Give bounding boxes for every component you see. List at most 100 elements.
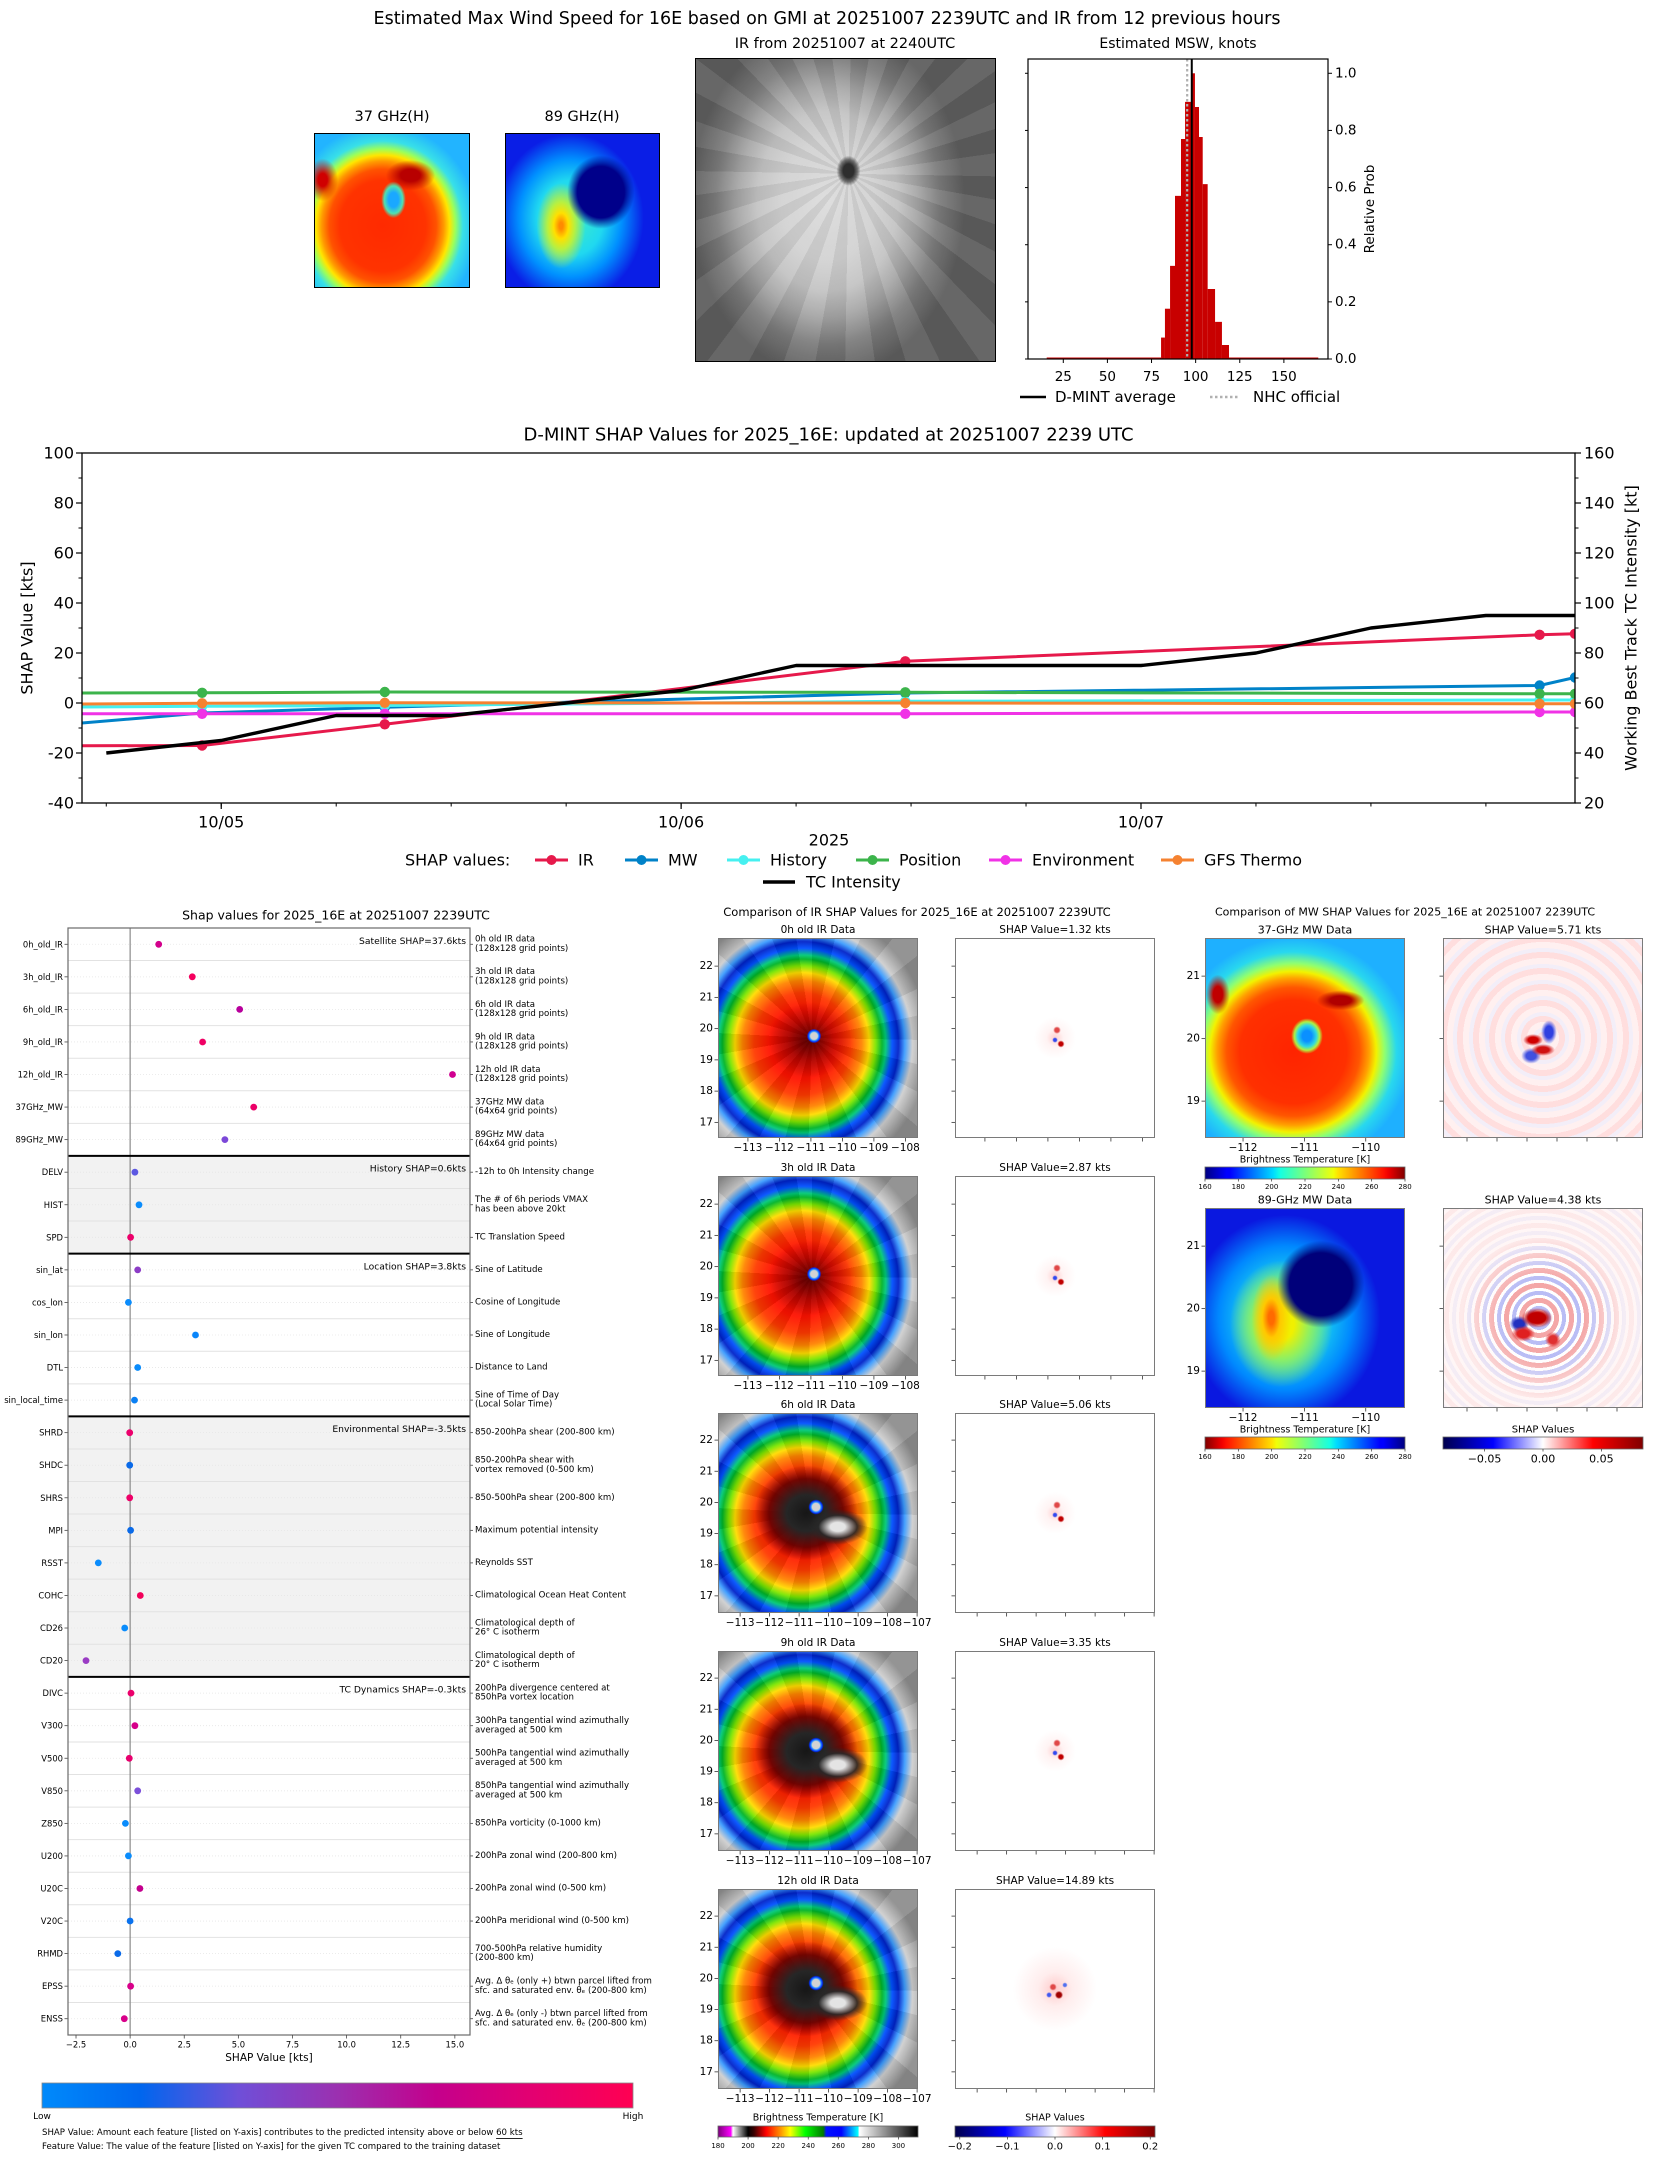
feature-description: (Local Solar Time)	[475, 1400, 552, 1410]
lat-tick-label: 21	[700, 1941, 713, 1953]
colorbar-tick-label: 180	[1232, 1453, 1245, 1461]
lon-tick-label: −113	[726, 2093, 755, 2105]
legend-marker-ir	[546, 855, 557, 865]
ir-shap-map-6h	[955, 1413, 1155, 1613]
mw-brightness-colorbar	[1204, 1436, 1406, 1450]
lat-tick-label: 20	[1187, 1033, 1200, 1045]
ir-panel-title: 9h old IR Data	[781, 1637, 856, 1649]
shap-dot-dtl	[134, 1364, 142, 1371]
colorbar-tick-label: 220	[1298, 1183, 1311, 1191]
feature-description: (64x64 grid points)	[475, 1139, 557, 1149]
feature-description: (128x128 grid points)	[475, 944, 568, 954]
feature-name-label: ENSS	[41, 2014, 63, 2024]
series-line-environment	[82, 710, 1575, 716]
colorbar-tick-label: 240	[1332, 1453, 1345, 1461]
feature-description: 0h old IR data	[475, 935, 535, 945]
shap-dot-sin-lon	[192, 1331, 199, 1339]
colorbar-tick-label: 220	[1298, 1453, 1311, 1461]
feature-name-label: 6h_old_IR	[23, 1004, 63, 1014]
group-shap-total: TC Dynamics SHAP=-0.3kts	[338, 1685, 466, 1696]
series-marker-ir	[379, 719, 390, 730]
colorbar-tick-label: −0.2	[948, 2142, 972, 2153]
legend-label: TC Intensity	[805, 873, 901, 892]
colorbar-tick-label: 260	[1365, 1183, 1378, 1191]
feature-name-label: U20C	[40, 1883, 63, 1893]
y-tick-label: 80	[54, 494, 74, 513]
shap-dots	[82, 940, 456, 2023]
ir-image-3h	[718, 1176, 918, 1376]
lat-tick-label: 21	[1187, 1240, 1200, 1252]
feature-description: averaged at 500 km	[475, 1725, 562, 1735]
feature-name-label: 0h_old_IR	[23, 939, 63, 949]
x-tick-label: 25	[1055, 369, 1072, 385]
lon-tick-label: −113	[726, 1617, 755, 1629]
x-tick-label: 7.5	[286, 2040, 299, 2050]
histogram-bar	[1221, 345, 1229, 359]
feature-description: 6h old IR data	[475, 1000, 535, 1010]
lon-tick-label: −110	[828, 1380, 857, 1392]
colorbar-tick-label: 160	[1198, 1183, 1211, 1191]
series-marker-position	[900, 687, 911, 698]
histogram-bar	[1170, 265, 1175, 359]
feature-description: Reynolds SST	[475, 1558, 534, 1568]
series-marker-position	[379, 686, 390, 698]
feature-description: Avg. Δ θₑ (only -) btwn parcel lifted fr…	[475, 2009, 648, 2019]
mw-brightness-colorbar	[1204, 1166, 1406, 1180]
lat-tick-label: 19	[1187, 1095, 1200, 1107]
colorbar-tick-label: 280	[1398, 1453, 1411, 1461]
shap-dot-rsst	[94, 1559, 102, 1567]
legend-label: NHC official	[1253, 388, 1340, 406]
mw-89ghz-shap-map	[1443, 1208, 1643, 1408]
histogram-bar	[1229, 357, 1319, 359]
chart-title: Shap values for 2025_16E at 20251007 223…	[182, 908, 490, 923]
chart-legend: SHAP values: IR MW History Position Environme…	[405, 851, 1302, 892]
feature-name-label: 9h_old_IR	[23, 1037, 63, 1047]
histogram-bar	[1194, 107, 1199, 359]
feature-description: 850-200hPa shear with	[475, 1456, 574, 1466]
feature-name-label: MPI	[48, 1525, 63, 1535]
feature-description: Maximum potential intensity	[475, 1525, 598, 1535]
y-tick-label: 0.8	[1335, 122, 1356, 138]
lon-tick-label: −110	[814, 1855, 843, 1867]
shap-panel-title: SHAP Value=4.38 kts	[1485, 1194, 1602, 1207]
x-tick-label: 0.0	[123, 2040, 136, 2050]
feature-description: 89GHz MW data	[475, 1130, 544, 1140]
feature-description: 850hPa tangential wind azimuthally	[475, 1781, 629, 1791]
shap-dot-cohc	[136, 1592, 144, 1599]
feature-description: (128x128 grid points)	[475, 976, 568, 986]
series-marker-ir	[1534, 629, 1545, 640]
section-title: Comparison of MW SHAP Values for 2025_16…	[1215, 906, 1595, 919]
feature-description: sfc. and saturated env. θₑ (200-800 km)	[475, 2018, 647, 2028]
feature-name-label: V300	[41, 1721, 63, 1731]
lat-tick-label: 17	[700, 1116, 713, 1128]
histogram-bar	[1046, 357, 1162, 359]
feature-description: 850hPa vortex location	[475, 1693, 574, 1703]
feature-description: 850hPa vorticity (0-1000 km)	[475, 1818, 601, 1828]
feature-name-label: COHC	[38, 1590, 63, 1600]
colorbar-tick-label: 0.0	[1047, 2142, 1063, 2153]
x-tick-label: 10/07	[1118, 813, 1164, 832]
feature-description: The # of 6h periods VMAX	[474, 1195, 588, 1205]
shap-dot-shrd	[126, 1429, 134, 1437]
shap-dot-rhmd	[114, 1950, 122, 1957]
feature-description: sfc. and saturated env. θₑ (200-800 km)	[475, 1986, 647, 1996]
feature-name-label: sin_lon	[34, 1330, 63, 1340]
histogram-bar	[1181, 139, 1186, 359]
lat-tick-label: 18	[700, 1085, 713, 1097]
ir-shap-map-0h	[955, 938, 1155, 1138]
shap-dot-37ghz-mw	[250, 1103, 258, 1111]
y-tick-label: 0.2	[1335, 294, 1356, 310]
series-marker-mw	[379, 702, 390, 713]
feature-name-label: V850	[41, 1786, 63, 1796]
histogram-bar	[1164, 308, 1171, 359]
lat-tick-label: 20	[700, 1734, 713, 1746]
shap-panel-title: SHAP Value=14.89 kts	[996, 1875, 1114, 1887]
feature-description: 20° C isotherm	[475, 1660, 540, 1670]
lat-tick-label: 21	[1187, 970, 1200, 982]
figure-title: Estimated Max Wind Speed for 16E based o…	[374, 9, 1281, 29]
y-right-tick-label: 120	[1584, 544, 1615, 563]
ir-panel-title: 12h old IR Data	[777, 1875, 859, 1887]
shap-dot-shdc	[126, 1461, 134, 1469]
group-band-tc-dynamics	[68, 1676, 470, 2035]
shap-panel-title: SHAP Value=2.87 kts	[999, 1162, 1110, 1174]
